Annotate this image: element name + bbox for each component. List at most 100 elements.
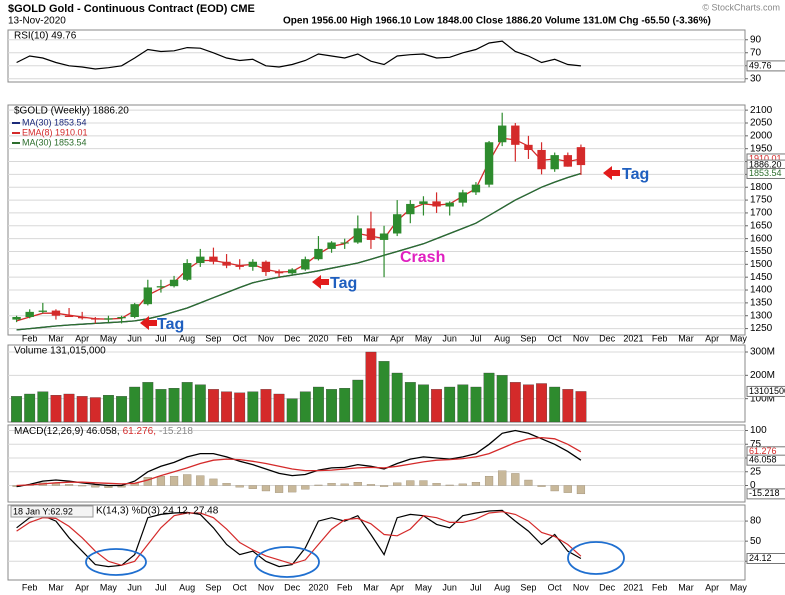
volume-bar	[89, 397, 101, 423]
x-tick-label: Mar	[48, 582, 64, 592]
candle-body	[169, 279, 179, 287]
volume-bar	[11, 396, 22, 423]
histogram-bar	[445, 484, 454, 486]
candle-body	[563, 155, 573, 167]
volume-bar	[365, 351, 377, 423]
volume-bar	[326, 389, 337, 423]
histogram-bar	[235, 485, 244, 488]
histogram-bar	[340, 483, 349, 486]
volume-bar	[273, 393, 285, 423]
candle-body	[301, 259, 310, 270]
panel-title: Volume 131,015,000	[14, 346, 106, 357]
x-tick-label: Nov	[573, 582, 590, 592]
value-tag-label: 24.12	[749, 553, 772, 563]
x-tick-label: Nov	[258, 582, 275, 592]
candle-body	[12, 317, 21, 320]
histogram-bar	[183, 474, 192, 486]
panel-frame	[7, 504, 746, 581]
volume-bar	[523, 384, 534, 423]
annotation-arrow	[140, 316, 157, 330]
y-tick-label: 75	[750, 439, 762, 450]
x-tick-label: Feb	[652, 333, 668, 343]
volume-bar	[63, 393, 75, 423]
annotation-arrow	[312, 275, 329, 289]
date: 13-Nov-2020	[8, 16, 66, 27]
x-tick-label: Dec	[599, 582, 616, 592]
volume-bar	[50, 395, 62, 423]
value-tag-label: -15.218	[749, 488, 780, 498]
volume-bar	[260, 389, 272, 423]
annotation: Crash	[400, 249, 445, 266]
y-tick-label: 2100	[750, 105, 773, 116]
legend-label: MA(30) 1853.54	[22, 117, 87, 127]
x-tick-label: Dec	[284, 582, 301, 592]
x-tick-label: Oct	[548, 582, 563, 592]
candle-body	[353, 228, 363, 243]
value-tag-label: 1853.54	[749, 168, 782, 178]
histogram-bar	[406, 480, 415, 486]
value-tag-label: 131015000	[749, 386, 785, 396]
candle-body	[130, 304, 139, 318]
histogram-bar	[91, 485, 100, 488]
candle-body	[550, 155, 559, 170]
histogram-bar	[288, 485, 297, 493]
candle-body	[64, 315, 74, 318]
value-tag	[746, 552, 785, 564]
x-tick-label: Apr	[705, 582, 719, 592]
histogram-bar	[484, 475, 494, 486]
x-tick-label: Oct	[233, 333, 248, 343]
x-tick-label: Nov	[258, 333, 275, 343]
volume-bar	[37, 391, 49, 423]
volume-bar	[103, 395, 114, 423]
volume-bar	[575, 391, 587, 423]
x-tick-label: Jun	[442, 333, 457, 343]
y-tick-label: 2050	[750, 118, 773, 129]
candle-body	[471, 184, 481, 193]
y-tick-label: 90	[750, 34, 762, 45]
panel-frame	[7, 104, 746, 336]
y-tick-label: 1650	[750, 220, 773, 231]
volume-bar	[378, 361, 390, 423]
legend-part: 61.276,	[123, 426, 156, 437]
series-line	[16, 511, 582, 566]
candle-body	[458, 192, 468, 203]
y-tick-label: 1300	[750, 310, 773, 321]
volume-bar	[181, 382, 193, 423]
x-tick-label: Apr	[390, 582, 404, 592]
candle-body	[379, 233, 389, 240]
y-tick-label: 1350	[750, 298, 773, 309]
candle-body	[511, 125, 520, 145]
series-line	[16, 172, 582, 331]
histogram-bar	[419, 480, 428, 486]
x-tick-label: Apr	[75, 582, 89, 592]
volume-bar	[431, 389, 442, 423]
volume-bar	[562, 389, 574, 423]
volume-bar	[208, 389, 219, 423]
note: 18 Jan Y:62.92	[13, 506, 73, 516]
candle-body	[222, 261, 231, 266]
candle-body	[537, 149, 546, 170]
x-tick-label: Mar	[363, 582, 379, 592]
candle-body	[25, 311, 34, 318]
histogram-bar	[301, 485, 310, 490]
x-tick-label: Mar	[678, 582, 694, 592]
histogram-bar	[524, 479, 533, 486]
panel-frame	[7, 424, 746, 503]
histogram-bar	[498, 470, 507, 486]
x-tick-label: Mar	[48, 333, 64, 343]
x-tick-label: Aug	[494, 582, 510, 592]
y-tick-label: 100M	[750, 393, 775, 404]
x-tick-label: Feb	[652, 582, 668, 592]
x-tick-label: Jul	[155, 582, 167, 592]
histogram-bar	[261, 485, 271, 492]
y-tick-label: 80	[750, 516, 762, 527]
histogram-bar	[169, 475, 179, 486]
y-tick-label: 1250	[750, 323, 773, 334]
x-tick-label: 2021	[623, 582, 643, 592]
value-tag-label: 46.058	[749, 455, 777, 465]
y-tick-label: 1950	[750, 143, 773, 154]
panel-frame	[7, 29, 746, 83]
x-tick-label: Mar	[678, 333, 694, 343]
candle-body	[287, 269, 297, 274]
x-tick-label: Jul	[470, 582, 482, 592]
